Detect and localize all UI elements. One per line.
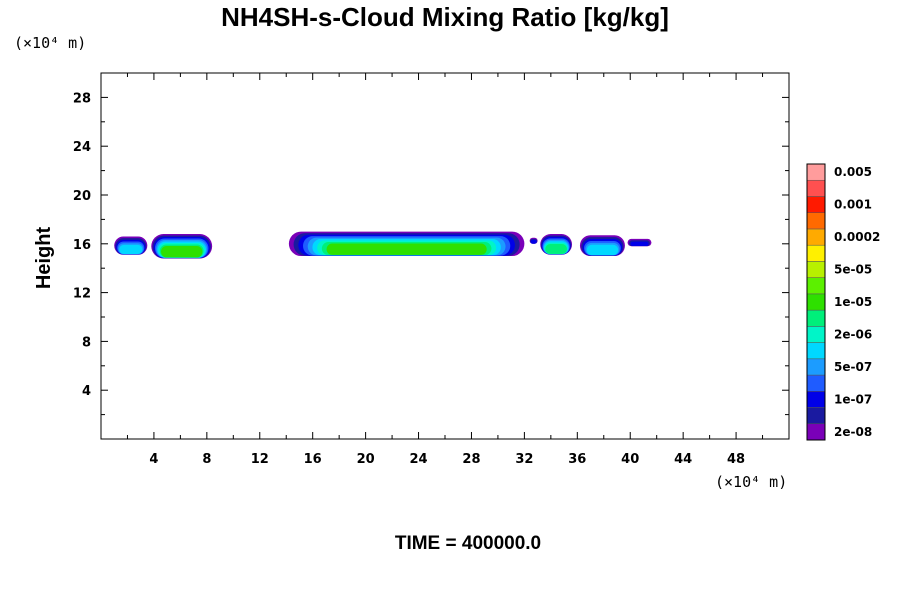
y-axis-label: Height <box>33 227 55 290</box>
colorbar-swatch <box>806 423 826 441</box>
cloud-blob <box>288 231 525 256</box>
x-tick-label: 20 <box>357 452 375 467</box>
colorbar-swatch <box>806 293 826 311</box>
colorbar: 2e-08 1e-07 5e-07 2e-06 1e-05 5e-05 0.0002 0.00… <box>806 163 880 441</box>
x-tick-label: 28 <box>462 452 480 467</box>
colorbar-swatch <box>806 391 826 408</box>
x-tick-label: 24 <box>409 452 427 467</box>
colorbar-frame <box>806 163 826 441</box>
y-tick-label: 20 <box>73 189 91 204</box>
colorbar-swatch <box>806 163 826 181</box>
x-tick-label: 12 <box>251 452 269 467</box>
cloud-blob <box>627 238 652 247</box>
colorbar-label: 1e-05 <box>834 295 872 309</box>
cloud-level <box>326 243 487 255</box>
y-tick-label: 8 <box>82 335 91 350</box>
time-footer: TIME = 400000.0 <box>395 533 541 554</box>
x-tick-label: 32 <box>515 452 533 467</box>
y-tick-label: 4 <box>82 384 91 399</box>
x-unit-label: (×10⁴ m) <box>715 473 787 491</box>
cloud-level <box>161 245 203 258</box>
x-tick-label: 4 <box>149 452 158 467</box>
cloud-blob <box>151 234 213 259</box>
colorbar-swatch <box>806 196 826 213</box>
cloud-field <box>114 231 652 259</box>
cloud-level <box>630 241 649 246</box>
cloud-blob <box>579 235 625 256</box>
colorbar-swatch <box>806 261 826 278</box>
colorbar-label: 0.001 <box>834 198 872 212</box>
x-tick-label: 36 <box>568 452 586 467</box>
colorbar-label: 0.0002 <box>834 230 880 244</box>
x-tick-label: 48 <box>727 452 745 467</box>
colorbar-label: 5e-05 <box>834 263 872 277</box>
y-tick-label: 24 <box>73 140 91 155</box>
colorbar-swatch <box>806 374 826 392</box>
x-tick-label: 8 <box>202 452 211 467</box>
y-tick-label: 28 <box>73 91 91 106</box>
colorbar-swatch <box>806 212 826 230</box>
colorbar-swatch <box>806 228 826 246</box>
colorbar-swatch <box>806 342 826 360</box>
x-tick-label: 44 <box>674 452 692 467</box>
cloud-level <box>119 244 143 255</box>
y-tick-label: 12 <box>73 287 91 302</box>
colorbar-label: 5e-07 <box>834 360 872 374</box>
colorbar-swatch <box>806 244 826 262</box>
chart-title: NH4SH-s-Cloud Mixing Ratio [kg/kg] <box>221 2 669 32</box>
cloud-level <box>545 244 568 254</box>
cloud-level <box>530 239 537 244</box>
colorbar-label: 1e-07 <box>834 392 872 406</box>
y-tick-label: 16 <box>73 238 91 253</box>
cloud-level <box>586 244 619 256</box>
x-tick-label: 40 <box>621 452 639 467</box>
cloud-blob <box>540 234 573 255</box>
colorbar-swatch <box>806 179 826 197</box>
colorbar-swatch <box>806 358 826 376</box>
colorbar-label: 2e-08 <box>834 425 872 439</box>
colorbar-swatch <box>806 326 826 343</box>
cloud-blob <box>114 236 148 255</box>
colorbar-swatch <box>806 309 826 327</box>
x-tick-label: 16 <box>304 452 322 467</box>
cloud-blob <box>529 237 538 244</box>
colorbar-swatch <box>806 277 826 295</box>
colorbar-swatch <box>806 407 826 425</box>
colorbar-label: 2e-06 <box>834 327 872 341</box>
colorbar-label: 0.005 <box>834 165 872 179</box>
y-unit-label: (×10⁴ m) <box>14 34 86 52</box>
